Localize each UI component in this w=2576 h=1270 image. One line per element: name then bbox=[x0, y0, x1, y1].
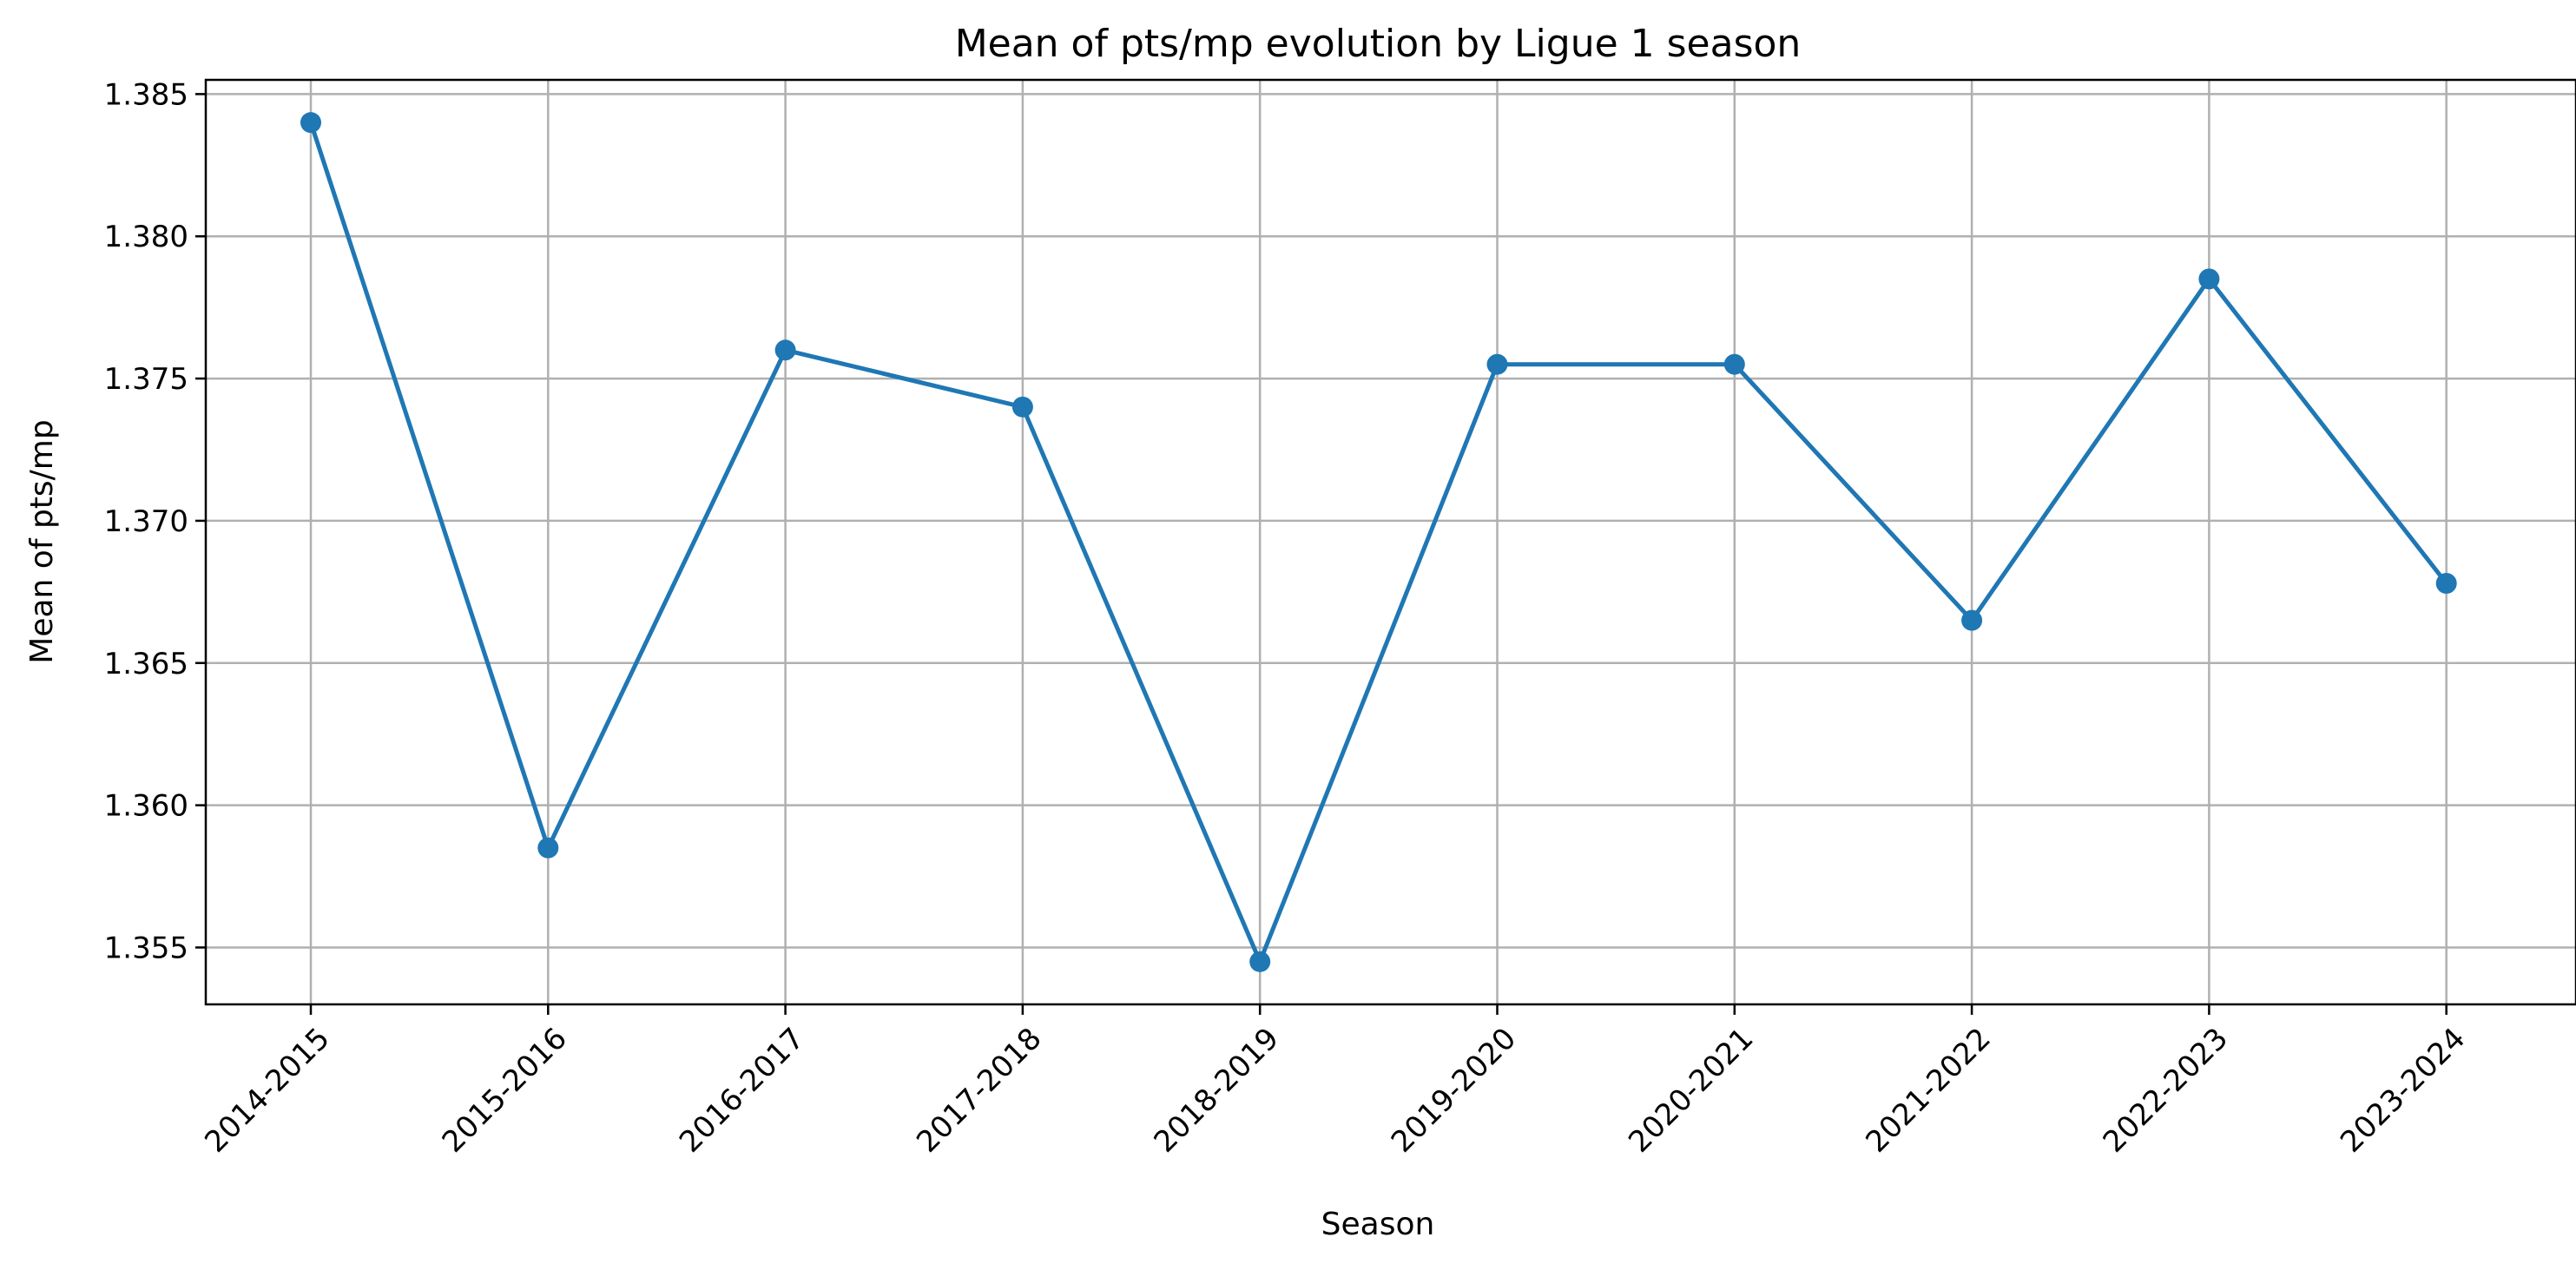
data-point-marker bbox=[537, 837, 559, 859]
x-axis-label: Season bbox=[1321, 1207, 1435, 1242]
data-point-marker bbox=[1961, 609, 1983, 631]
series-layer bbox=[300, 112, 2457, 972]
data-point-marker bbox=[1723, 353, 1745, 375]
y-tick-label: 1.375 bbox=[104, 362, 188, 397]
data-point-marker bbox=[2435, 573, 2457, 595]
series-line bbox=[308, 122, 2448, 964]
y-tick-label: 1.380 bbox=[104, 220, 188, 254]
y-axis: 1.355 1.360 1.365 1.370 1.375 1.380 1.385 bbox=[104, 77, 206, 965]
data-point-marker bbox=[774, 339, 796, 361]
data-point-marker bbox=[2198, 268, 2220, 290]
plot-frame bbox=[204, 78, 2576, 1006]
y-tick-label: 1.365 bbox=[104, 647, 188, 681]
data-point-marker bbox=[1249, 951, 1271, 972]
y-tick-label: 1.385 bbox=[104, 77, 188, 112]
y-tick-label: 1.360 bbox=[104, 789, 188, 824]
chart-title: Mean of pts/mp evolution by Ligue 1 seas… bbox=[955, 22, 1802, 66]
y-tick-label: 1.370 bbox=[104, 504, 188, 539]
data-point-marker bbox=[300, 112, 321, 134]
data-point-marker bbox=[1486, 353, 1508, 375]
y-gridlines bbox=[206, 93, 2576, 949]
y-tick-label: 1.355 bbox=[104, 931, 188, 965]
x-gridlines bbox=[309, 80, 2448, 1004]
data-point-marker bbox=[1011, 396, 1033, 418]
y-axis-label: Mean of pts/mp bbox=[24, 419, 60, 663]
